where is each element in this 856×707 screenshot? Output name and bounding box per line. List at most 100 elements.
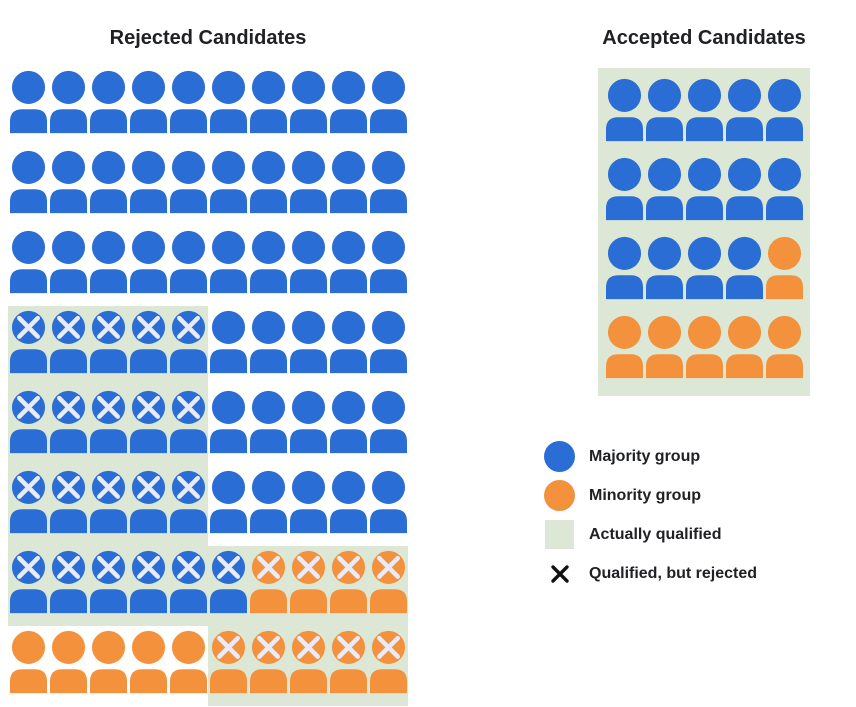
person-icon [369,310,407,374]
majority-person-icon [48,466,88,546]
legend-label-minority-group: Minority group [589,486,701,504]
person-icon [89,630,127,694]
person-icon [645,157,683,221]
person-icon [209,470,247,534]
person-icon [329,550,367,614]
x-mark-icon [256,635,280,659]
person-icon [645,315,683,379]
minority-person-icon [8,626,48,706]
person-icon [329,390,367,454]
majority-person-icon [168,66,208,146]
person-icon [685,315,723,379]
majority-person-icon [368,226,408,306]
person-icon [249,310,287,374]
person-icon [169,550,207,614]
majority-person-icon [128,66,168,146]
majority-person-icon [128,466,168,546]
minority-person-icon [48,626,88,706]
majority-person-icon [328,386,368,466]
majority-person-icon [208,146,248,226]
majority-person-icon [128,546,168,626]
person-icon [169,70,207,134]
majority-person-icon [248,386,288,466]
legend: Majority group Minority group Actually q… [544,441,757,589]
person-icon [89,390,127,454]
x-mark-icon [176,555,200,579]
x-mark-icon [176,395,200,419]
x-mark-icon [296,555,320,579]
minority-person-icon [328,626,368,706]
x-mark-icon [550,564,569,583]
rejected-candidates-title: Rejected Candidates [109,27,307,49]
person-icon [369,150,407,214]
majority-person-icon [88,66,128,146]
person-icon [289,310,327,374]
person-icon [289,230,327,294]
actually-qualified-swatch-icon [545,520,574,549]
person-icon [725,157,763,221]
person-icon [369,70,407,134]
minority-person-icon [604,311,644,390]
person-icon [169,630,207,694]
majority-person-icon [8,146,48,226]
x-mark-icon [16,555,40,579]
person-icon [209,550,247,614]
person-icon [89,70,127,134]
person-icon [249,470,287,534]
majority-person-icon [604,232,644,311]
x-mark-icon [56,475,80,499]
x-mark-icon [216,635,240,659]
legend-item-minority-group: Minority group [544,480,757,511]
majority-person-icon [764,74,804,153]
minority-person-icon [128,626,168,706]
majority-person-icon [208,546,248,626]
minority-group-swatch-icon [544,480,575,511]
accepted-candidates-grid [604,74,804,390]
majority-person-icon [724,74,764,153]
majority-person-icon [8,306,48,386]
minority-person-icon [208,626,248,706]
person-icon [209,390,247,454]
person-icon [49,550,87,614]
person-icon [129,630,167,694]
majority-person-icon [8,466,48,546]
majority-person-icon [8,66,48,146]
minority-person-icon [644,311,684,390]
person-icon [49,310,87,374]
majority-person-icon [88,546,128,626]
person-icon [289,470,327,534]
legend-item-qualified-but-rejected: Qualified, but rejected [544,558,757,589]
person-icon [209,230,247,294]
x-mark-icon [136,315,160,339]
x-mark-icon [336,555,360,579]
majority-person-icon [48,226,88,306]
person-icon [725,315,763,379]
person-icon [369,470,407,534]
legend-label-majority-group: Majority group [589,447,701,465]
person-icon [129,70,167,134]
person-icon [765,236,803,300]
majority-person-icon [168,226,208,306]
majority-person-icon [128,146,168,226]
majority-person-icon [604,153,644,232]
person-icon [49,70,87,134]
person-icon [249,70,287,134]
majority-person-icon [128,386,168,466]
majority-group-swatch-icon [544,441,575,472]
person-icon [89,150,127,214]
person-icon [289,390,327,454]
majority-person-icon [208,66,248,146]
x-mark-icon [216,555,240,579]
majority-person-icon [288,226,328,306]
minority-swatch-box [544,480,575,511]
majority-person-icon [288,306,328,386]
person-icon [169,310,207,374]
person-icon [9,70,47,134]
minority-person-icon [368,626,408,706]
majority-person-icon [368,66,408,146]
person-icon [725,78,763,142]
person-icon [169,230,207,294]
minority-person-icon [88,626,128,706]
x-mark-icon [176,475,200,499]
majority-person-icon [684,74,724,153]
